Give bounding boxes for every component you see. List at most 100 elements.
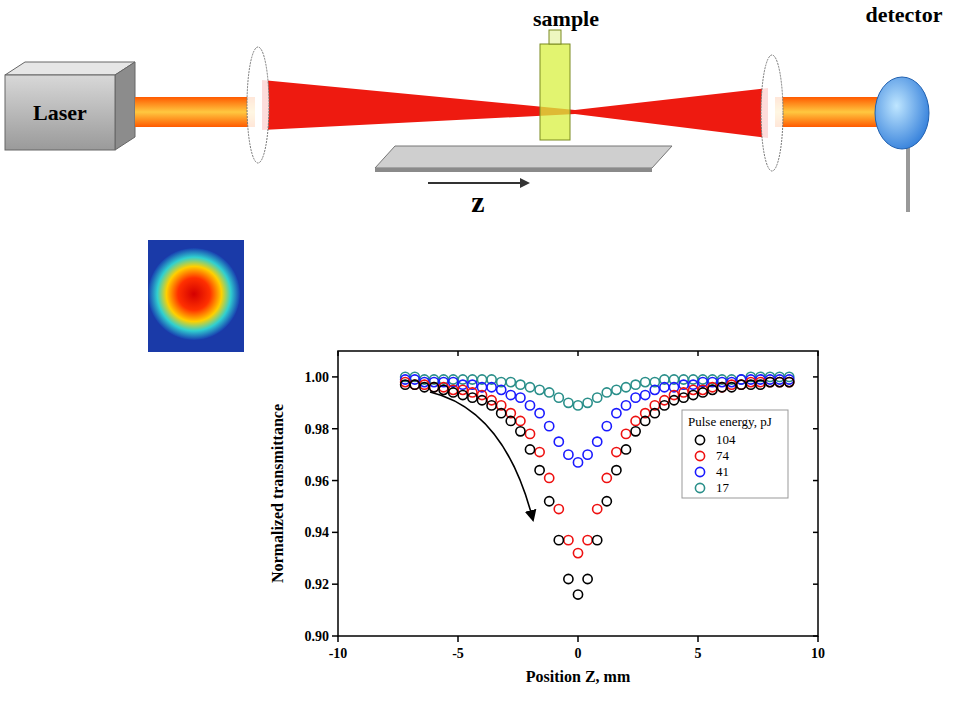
point xyxy=(564,450,573,459)
legend-marker xyxy=(695,467,704,476)
point xyxy=(717,383,726,392)
beam-converging xyxy=(262,80,575,130)
point xyxy=(756,380,765,389)
point xyxy=(775,377,784,386)
point xyxy=(497,409,506,418)
point xyxy=(669,396,678,405)
point xyxy=(516,380,525,389)
point xyxy=(545,473,554,482)
point xyxy=(785,377,794,386)
x-tick-top xyxy=(817,351,819,356)
y-tick-right xyxy=(813,532,818,534)
trend-arrow xyxy=(430,392,533,520)
beam-profile-spot xyxy=(148,248,240,340)
stage-side xyxy=(375,168,652,172)
legend: Pulse energy, pJ104744117 xyxy=(682,410,788,498)
point xyxy=(468,393,477,402)
point xyxy=(602,422,611,431)
point xyxy=(583,536,592,545)
point xyxy=(621,445,630,454)
x-tick-label: -10 xyxy=(329,646,348,661)
cuvette-cap xyxy=(549,30,561,44)
point xyxy=(612,466,621,475)
point xyxy=(564,574,573,583)
y-tick-label: 0.98 xyxy=(305,422,330,437)
point xyxy=(516,393,525,402)
point xyxy=(583,574,592,583)
legend-marker xyxy=(695,451,704,460)
y-tick-right xyxy=(813,428,818,430)
y-tick-label: 0.94 xyxy=(305,525,330,540)
point xyxy=(525,429,534,438)
beam-out xyxy=(775,97,885,127)
point xyxy=(525,401,534,410)
laser-side xyxy=(115,62,135,150)
beam-profile-bg xyxy=(148,240,244,352)
x-tick-label: 0 xyxy=(575,646,582,661)
point xyxy=(631,380,640,389)
point xyxy=(612,409,621,418)
y-tick xyxy=(332,376,338,378)
point xyxy=(410,380,419,389)
y-tick-right xyxy=(813,376,818,378)
point xyxy=(477,396,486,405)
legend-label: 74 xyxy=(716,448,730,463)
point xyxy=(458,390,467,399)
point xyxy=(535,409,544,418)
page: Lasersamplezdetector0.900.920.940.960.98… xyxy=(0,0,966,703)
legend-marker xyxy=(695,483,704,492)
legend-box xyxy=(682,410,788,498)
point xyxy=(554,536,563,545)
y-tick-right xyxy=(813,480,818,482)
point xyxy=(737,380,746,389)
point xyxy=(545,388,554,397)
point xyxy=(449,388,458,397)
x-tick xyxy=(457,636,459,642)
y-tick-label: 0.92 xyxy=(305,577,330,592)
y-tick xyxy=(332,532,338,534)
point xyxy=(506,416,515,425)
z-label: z xyxy=(471,185,484,218)
x-tick-label: -5 xyxy=(452,646,464,661)
x-tick xyxy=(337,636,339,642)
point xyxy=(621,383,630,392)
y-tick xyxy=(332,428,338,430)
lens-1 xyxy=(247,47,269,163)
point xyxy=(593,504,602,513)
series xyxy=(401,377,794,557)
point xyxy=(602,497,611,506)
point xyxy=(535,466,544,475)
point xyxy=(439,385,448,394)
point xyxy=(602,388,611,397)
point xyxy=(708,385,717,394)
point xyxy=(410,380,419,389)
point xyxy=(535,385,544,394)
point xyxy=(621,401,630,410)
point xyxy=(487,383,496,392)
beam-diverging xyxy=(575,88,768,138)
detector-stem xyxy=(906,148,910,212)
detector xyxy=(875,77,929,149)
point xyxy=(506,377,515,386)
point xyxy=(525,445,534,454)
point xyxy=(429,383,438,392)
x-tick xyxy=(817,636,819,642)
legend-label: 104 xyxy=(716,432,736,447)
point xyxy=(650,385,659,394)
y-tick xyxy=(332,583,338,585)
point xyxy=(420,383,429,392)
point xyxy=(516,416,525,425)
x-tick-label: 5 xyxy=(695,646,702,661)
point xyxy=(631,416,640,425)
x-tick xyxy=(697,636,699,642)
point xyxy=(765,377,774,386)
x-tick-top xyxy=(577,351,579,356)
y-tick-label: 1.00 xyxy=(305,370,330,385)
point xyxy=(535,447,544,456)
legend-title: Pulse energy, pJ xyxy=(688,414,772,429)
point xyxy=(727,383,736,392)
point xyxy=(573,458,582,467)
y-tick-label: 0.90 xyxy=(305,629,330,644)
point xyxy=(737,380,746,389)
point xyxy=(679,393,688,402)
